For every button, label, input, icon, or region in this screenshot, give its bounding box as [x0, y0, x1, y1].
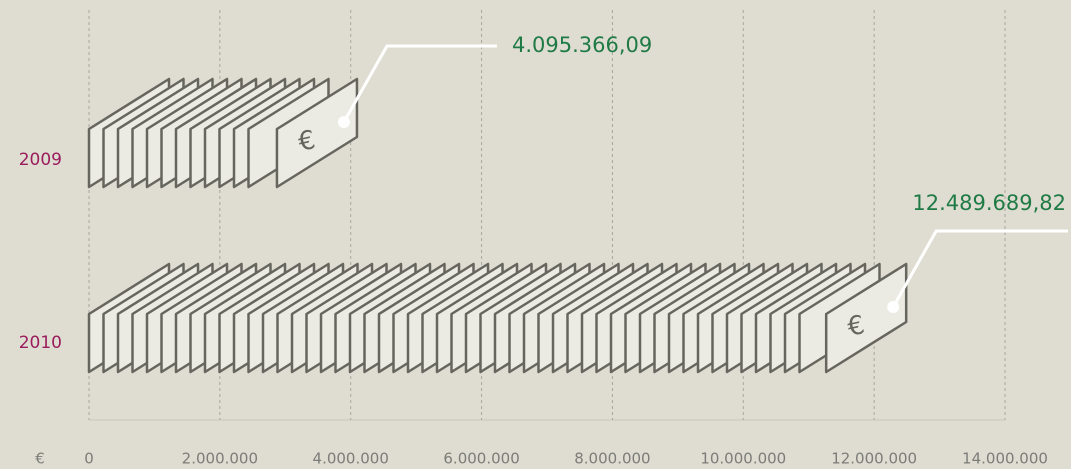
x-tick-label: 8.000.000: [574, 450, 650, 468]
value-label: 4.095.366,09: [512, 33, 652, 57]
callout-dot: [337, 116, 350, 128]
x-tick-label: 10.000.000: [700, 450, 786, 468]
callout-line: [891, 229, 1068, 308]
banknote: [275, 77, 359, 189]
euro-symbol: €: [845, 310, 867, 343]
value-label: 12.489.689,82: [912, 191, 1066, 215]
euro-symbol: €: [296, 125, 318, 158]
x-tick-label: 14.000.000: [962, 450, 1048, 468]
bar: €: [87, 77, 359, 189]
x-axis-label: €: [35, 450, 45, 468]
y-tick-label: 2009: [19, 150, 62, 170]
x-tick-label: 12.000.000: [831, 450, 917, 468]
x-tick-label: 2.000.000: [182, 450, 258, 468]
callout-line: [342, 44, 497, 123]
banknote: [824, 262, 908, 374]
y-tick-label: 2010: [19, 333, 62, 353]
x-tick-label: 0: [84, 450, 94, 468]
x-tick-label: 4.000.000: [313, 450, 389, 468]
x-tick-label: 6.000.000: [443, 450, 519, 468]
bar: €: [87, 262, 908, 374]
callout-dot: [887, 301, 900, 313]
